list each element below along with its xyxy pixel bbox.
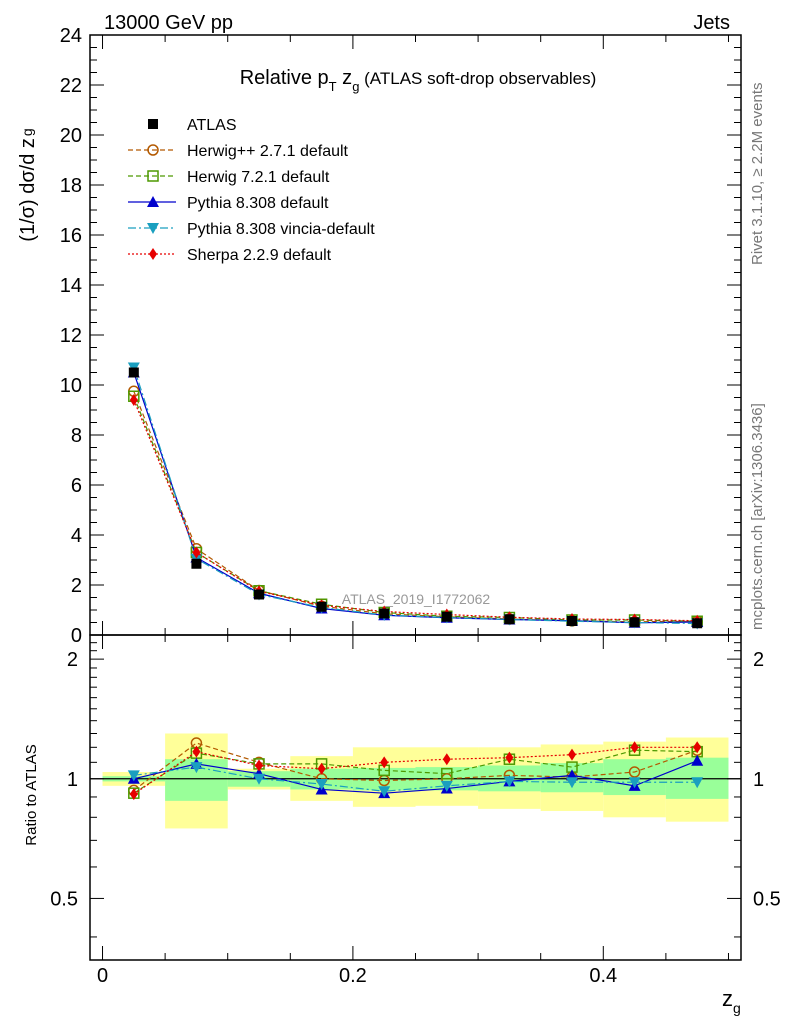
ratio-point-sherpa-2-2-9-default [380, 756, 389, 769]
y-tick-label: 10 [60, 375, 82, 397]
ratio-point-pythia-8-308-vincia-default [190, 762, 203, 774]
point-atlas [379, 608, 390, 619]
legend-marker-pythia-8-308-vincia-default [147, 223, 159, 234]
y-tick-label: 2 [71, 575, 82, 597]
ratio-line-pythia-8-308-vincia-default [133, 766, 698, 792]
ratio-series [127, 737, 704, 801]
y-tick-label: 14 [60, 275, 82, 297]
point-atlas [629, 617, 640, 628]
rivet-version-text: Rivet 3.1.10, ≥ 2.2M events [749, 83, 766, 266]
legend: ATLAS Herwig++ 2.7.1 default Herwig 7.2.1 … [128, 117, 375, 264]
chart-title: Relative pT zg (ATLAS soft-drop observab… [240, 67, 597, 94]
ratio-point-pythia-8-308-vincia-default [127, 770, 140, 782]
ratio-line-herwig-7-2-1-default [133, 749, 698, 794]
legend-marker-sherpa-2-2-9-default [149, 248, 157, 260]
ratio-tick-label-right: 2 [753, 649, 764, 671]
main-y-axis-label: (1/σ) dσ/d zg [17, 128, 39, 241]
ratio-point-pythia-8-308-vincia-default [691, 777, 704, 789]
y-tick-label: 16 [60, 225, 82, 247]
point-atlas [254, 589, 265, 600]
ratio-point-sherpa-2-2-9-default [693, 741, 702, 754]
ratio-line-pythia-8-308-default [133, 760, 698, 794]
x-tick-label: 0.2 [339, 965, 367, 987]
legend-marker-atlas [148, 119, 158, 129]
y-tick-label: 0 [71, 625, 82, 647]
ratio-point-pythia-8-308-vincia-default [565, 777, 578, 789]
ratio-point-pythia-8-308-default [691, 754, 704, 766]
y-tick-label: 22 [60, 75, 82, 97]
ratio-point-sherpa-2-2-9-default [505, 751, 514, 764]
ratio-point-sherpa-2-2-9-default [192, 745, 201, 758]
point-atlas [566, 616, 577, 626]
x-tick-label: 0 [97, 965, 108, 987]
ratio-point-pythia-8-308-vincia-default [628, 777, 641, 789]
series-line-pythia-8-308-vincia-default [133, 367, 698, 625]
ratio-point-pythia-8-308-vincia-default [378, 786, 391, 798]
ratio-tick-label: 1 [67, 769, 78, 791]
analysis-watermark: ATLAS_2019_I1772062 [342, 591, 491, 607]
ratio-point-pythia-8-308-vincia-default [503, 776, 516, 788]
ratio-point-herwig-2-7-1-default [628, 766, 641, 778]
ratio-point-sherpa-2-2-9-default [129, 788, 138, 801]
ratio-point-pythia-8-308-vincia-default [315, 779, 328, 791]
y-tick-label: 12 [60, 325, 82, 347]
ratio-line-herwig-2-7-1-default [133, 742, 698, 791]
y-tick-label: 18 [60, 175, 82, 197]
point-sherpa-2-2-9-default [129, 394, 138, 406]
ratio-plot-frame [89, 634, 742, 961]
ratio-tick-label-right: 0.5 [753, 888, 781, 910]
point-atlas [692, 618, 703, 629]
ratio-point-pythia-8-308-vincia-default [440, 780, 453, 792]
legend-label-herwig-7-2-1-default: Herwig 7.2.1 default [187, 169, 330, 186]
ratio-point-sherpa-2-2-9-default [442, 753, 451, 766]
ratio-y-axis-label: Ratio to ATLAS [23, 744, 40, 845]
ratio-line-sherpa-2-2-9-default [133, 746, 698, 795]
header-right: Jets [693, 12, 730, 34]
series-line-sherpa-2-2-9-default [133, 399, 698, 622]
point-atlas [441, 611, 452, 622]
point-atlas [191, 558, 202, 569]
series-line-herwig-7-2-1-default [133, 396, 698, 622]
point-atlas [316, 601, 327, 612]
ratio-tick-label: 0.5 [50, 888, 78, 910]
legend-label-pythia-8-308-vincia-default: Pythia 8.308 vincia-default [187, 221, 375, 238]
header-left: 13000 GeV pp [104, 12, 233, 34]
point-sherpa-2-2-9-default [192, 546, 201, 559]
y-tick-label: 4 [71, 525, 82, 547]
ratio-point-sherpa-2-2-9-default [255, 759, 264, 772]
ratio-tick-label: 2 [67, 649, 78, 671]
y-tick-label: 6 [71, 475, 82, 497]
legend-label-atlas: ATLAS [187, 117, 237, 134]
legend-marker-herwig-7-2-1-default [147, 170, 159, 182]
ratio-point-sherpa-2-2-9-default [567, 748, 576, 761]
ratio-point-sherpa-2-2-9-default [317, 762, 326, 775]
legend-marker-herwig-2-7-1-default [147, 144, 159, 156]
ratio-point-herwig-7-2-1-default [441, 767, 453, 780]
x-axis-label: zg [722, 986, 741, 1016]
series-line-pythia-8-308-default [133, 372, 698, 624]
legend-label-herwig-2-7-1-default: Herwig++ 2.7.1 default [187, 143, 349, 160]
legend-label-sherpa-2-2-9-default: Sherpa 2.2.9 default [187, 247, 332, 264]
legend-label-pythia-8-308-default: Pythia 8.308 default [187, 195, 329, 212]
mcplots-credit-text: mcplots.cern.ch [arXiv:1306.3436] [749, 403, 766, 630]
ratio-point-sherpa-2-2-9-default [630, 741, 639, 754]
ratio-point-pythia-8-308-vincia-default [253, 773, 266, 785]
y-tick-label: 20 [60, 125, 82, 147]
ratio-tick-label-right: 1 [753, 769, 764, 791]
series-line-herwig-2-7-1-default [133, 391, 698, 623]
x-tick-label: 0.4 [589, 965, 617, 987]
legend-marker-pythia-8-308-default [147, 196, 159, 207]
point-atlas [128, 367, 139, 378]
main-series [127, 362, 704, 630]
point-atlas [504, 614, 515, 625]
y-tick-label: 8 [71, 425, 82, 447]
y-tick-label: 24 [60, 25, 82, 47]
